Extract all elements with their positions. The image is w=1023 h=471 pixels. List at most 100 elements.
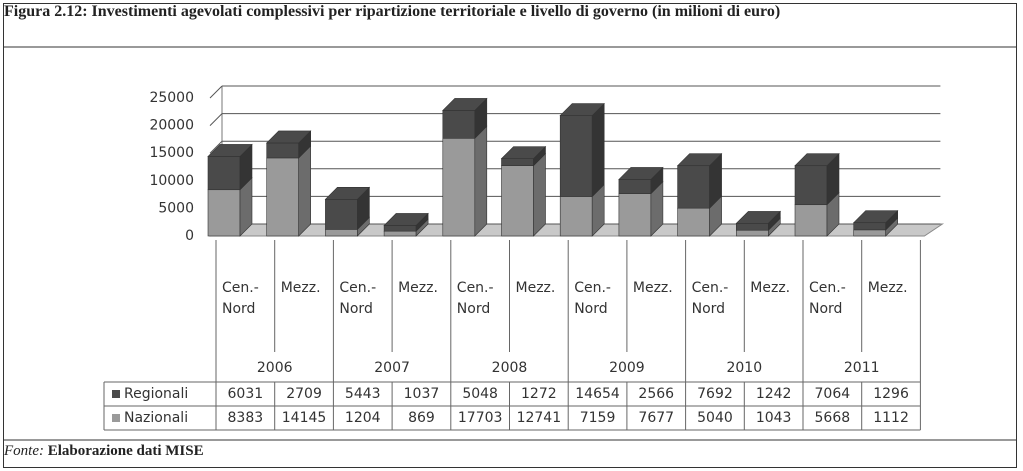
bar-segment <box>383 230 417 237</box>
bar-segment <box>853 229 887 237</box>
bar-top <box>324 187 371 200</box>
y-tick-label: 5000 <box>158 200 194 216</box>
x-tick-label: Mezz. <box>280 280 321 296</box>
bar-segment <box>325 199 358 230</box>
bar-segment <box>501 158 534 166</box>
table-value: 2709 <box>286 386 322 402</box>
table-value: 1037 <box>404 386 440 402</box>
table-value: 2566 <box>638 386 674 402</box>
bar-side <box>298 145 312 237</box>
table-value: 1043 <box>756 410 792 426</box>
bar-segment <box>207 156 241 191</box>
legend-label: Regionali <box>124 386 188 402</box>
bar-segment <box>325 229 358 237</box>
bar-segment <box>559 115 593 197</box>
table-value: 1242 <box>756 386 792 402</box>
table-value: 5668 <box>815 410 851 426</box>
y-tick-label: 10000 <box>149 173 194 189</box>
bar-top <box>383 213 429 226</box>
x-tick-label: Cen.- Nord <box>574 280 611 317</box>
bar-top <box>559 103 605 116</box>
table-value: 14654 <box>575 386 620 402</box>
bar-segment <box>501 165 534 237</box>
bar-segment <box>266 142 300 159</box>
bar-top <box>207 144 253 157</box>
table-value: 7064 <box>815 386 851 402</box>
bar-top <box>852 210 899 224</box>
source-text: Elaborazione dati MISE <box>47 443 204 459</box>
x-tick-label: Mezz. <box>867 280 908 296</box>
bar-segment <box>853 222 887 231</box>
group-label: 2010 <box>726 360 762 376</box>
table-value: 12741 <box>517 410 562 426</box>
bar-segment <box>442 110 476 139</box>
table-value: 7677 <box>638 410 674 426</box>
x-tick-label: Cen.- Nord <box>809 280 846 317</box>
table-value: 1296 <box>873 386 909 402</box>
bar-segment <box>794 165 828 206</box>
bar-segment <box>735 223 769 231</box>
bar-segment <box>207 189 241 237</box>
table-value: 7692 <box>697 386 733 402</box>
bar-top <box>676 153 723 167</box>
table-value: 14145 <box>282 410 327 426</box>
chart-title: Figura 2.12: Investimenti agevolati comp… <box>4 3 781 20</box>
legend-swatch <box>112 390 120 398</box>
bar-side <box>591 102 605 198</box>
x-tick-label: Cen.- Nord <box>222 280 259 317</box>
table-value: 5040 <box>697 410 733 426</box>
bar-top <box>735 211 782 224</box>
legend-label: Nazionali <box>124 410 188 426</box>
group-label: 2011 <box>844 360 880 376</box>
y-tick-label: 25000 <box>149 90 194 106</box>
table-value: 5443 <box>345 386 381 402</box>
bar-top <box>442 98 488 111</box>
bar-side <box>533 152 546 237</box>
figure-frame <box>3 3 1017 468</box>
y-tick-label: 15000 <box>149 145 194 161</box>
grid-line-side <box>209 85 223 99</box>
x-tick-label: Mezz. <box>750 280 791 296</box>
bar-segment <box>383 225 417 232</box>
bar-top <box>265 130 312 144</box>
group-label: 2006 <box>257 360 293 376</box>
table-value: 1204 <box>345 410 381 426</box>
bar-segment <box>266 157 300 237</box>
grid-line-side <box>209 113 223 126</box>
table-value: 17703 <box>458 410 503 426</box>
table-value: 869 <box>408 410 435 426</box>
bar-top <box>500 146 547 159</box>
bar-top <box>794 153 840 167</box>
bar-segment <box>618 193 652 237</box>
table-value: 7159 <box>580 410 616 426</box>
bar-segment <box>559 196 593 237</box>
y-tick-label: 20000 <box>149 118 194 134</box>
bar-segment <box>618 179 652 194</box>
x-tick-label: Mezz. <box>515 280 556 296</box>
x-tick-label: Cen.- Nord <box>691 280 729 317</box>
source-note: Fonte: Elaborazione dati MISE <box>4 443 204 460</box>
grid-line-side <box>209 140 223 154</box>
bar-side <box>474 125 488 237</box>
x-tick-label: Mezz. <box>398 280 438 296</box>
legend-swatch <box>112 414 120 422</box>
bar-segment <box>677 165 710 209</box>
table-value: 5048 <box>462 386 498 402</box>
bar-segment <box>794 204 828 237</box>
group-label: 2009 <box>609 360 645 376</box>
x-tick-label: Cen.- Nord <box>339 280 377 317</box>
group-label: 2007 <box>374 360 410 376</box>
bar-top <box>618 167 664 180</box>
source-label: Fonte: <box>4 443 44 459</box>
table-value: 1272 <box>521 386 557 402</box>
bar-segment <box>677 207 710 237</box>
x-tick-label: Cen.- Nord <box>456 280 494 317</box>
bar-segment <box>735 229 769 237</box>
bar-segment <box>442 137 476 237</box>
table-value: 1112 <box>873 410 909 426</box>
x-tick-label: Mezz. <box>632 280 673 296</box>
group-label: 2008 <box>492 360 528 376</box>
y-tick-label: 0 <box>185 228 194 244</box>
table-value: 6031 <box>228 386 264 402</box>
